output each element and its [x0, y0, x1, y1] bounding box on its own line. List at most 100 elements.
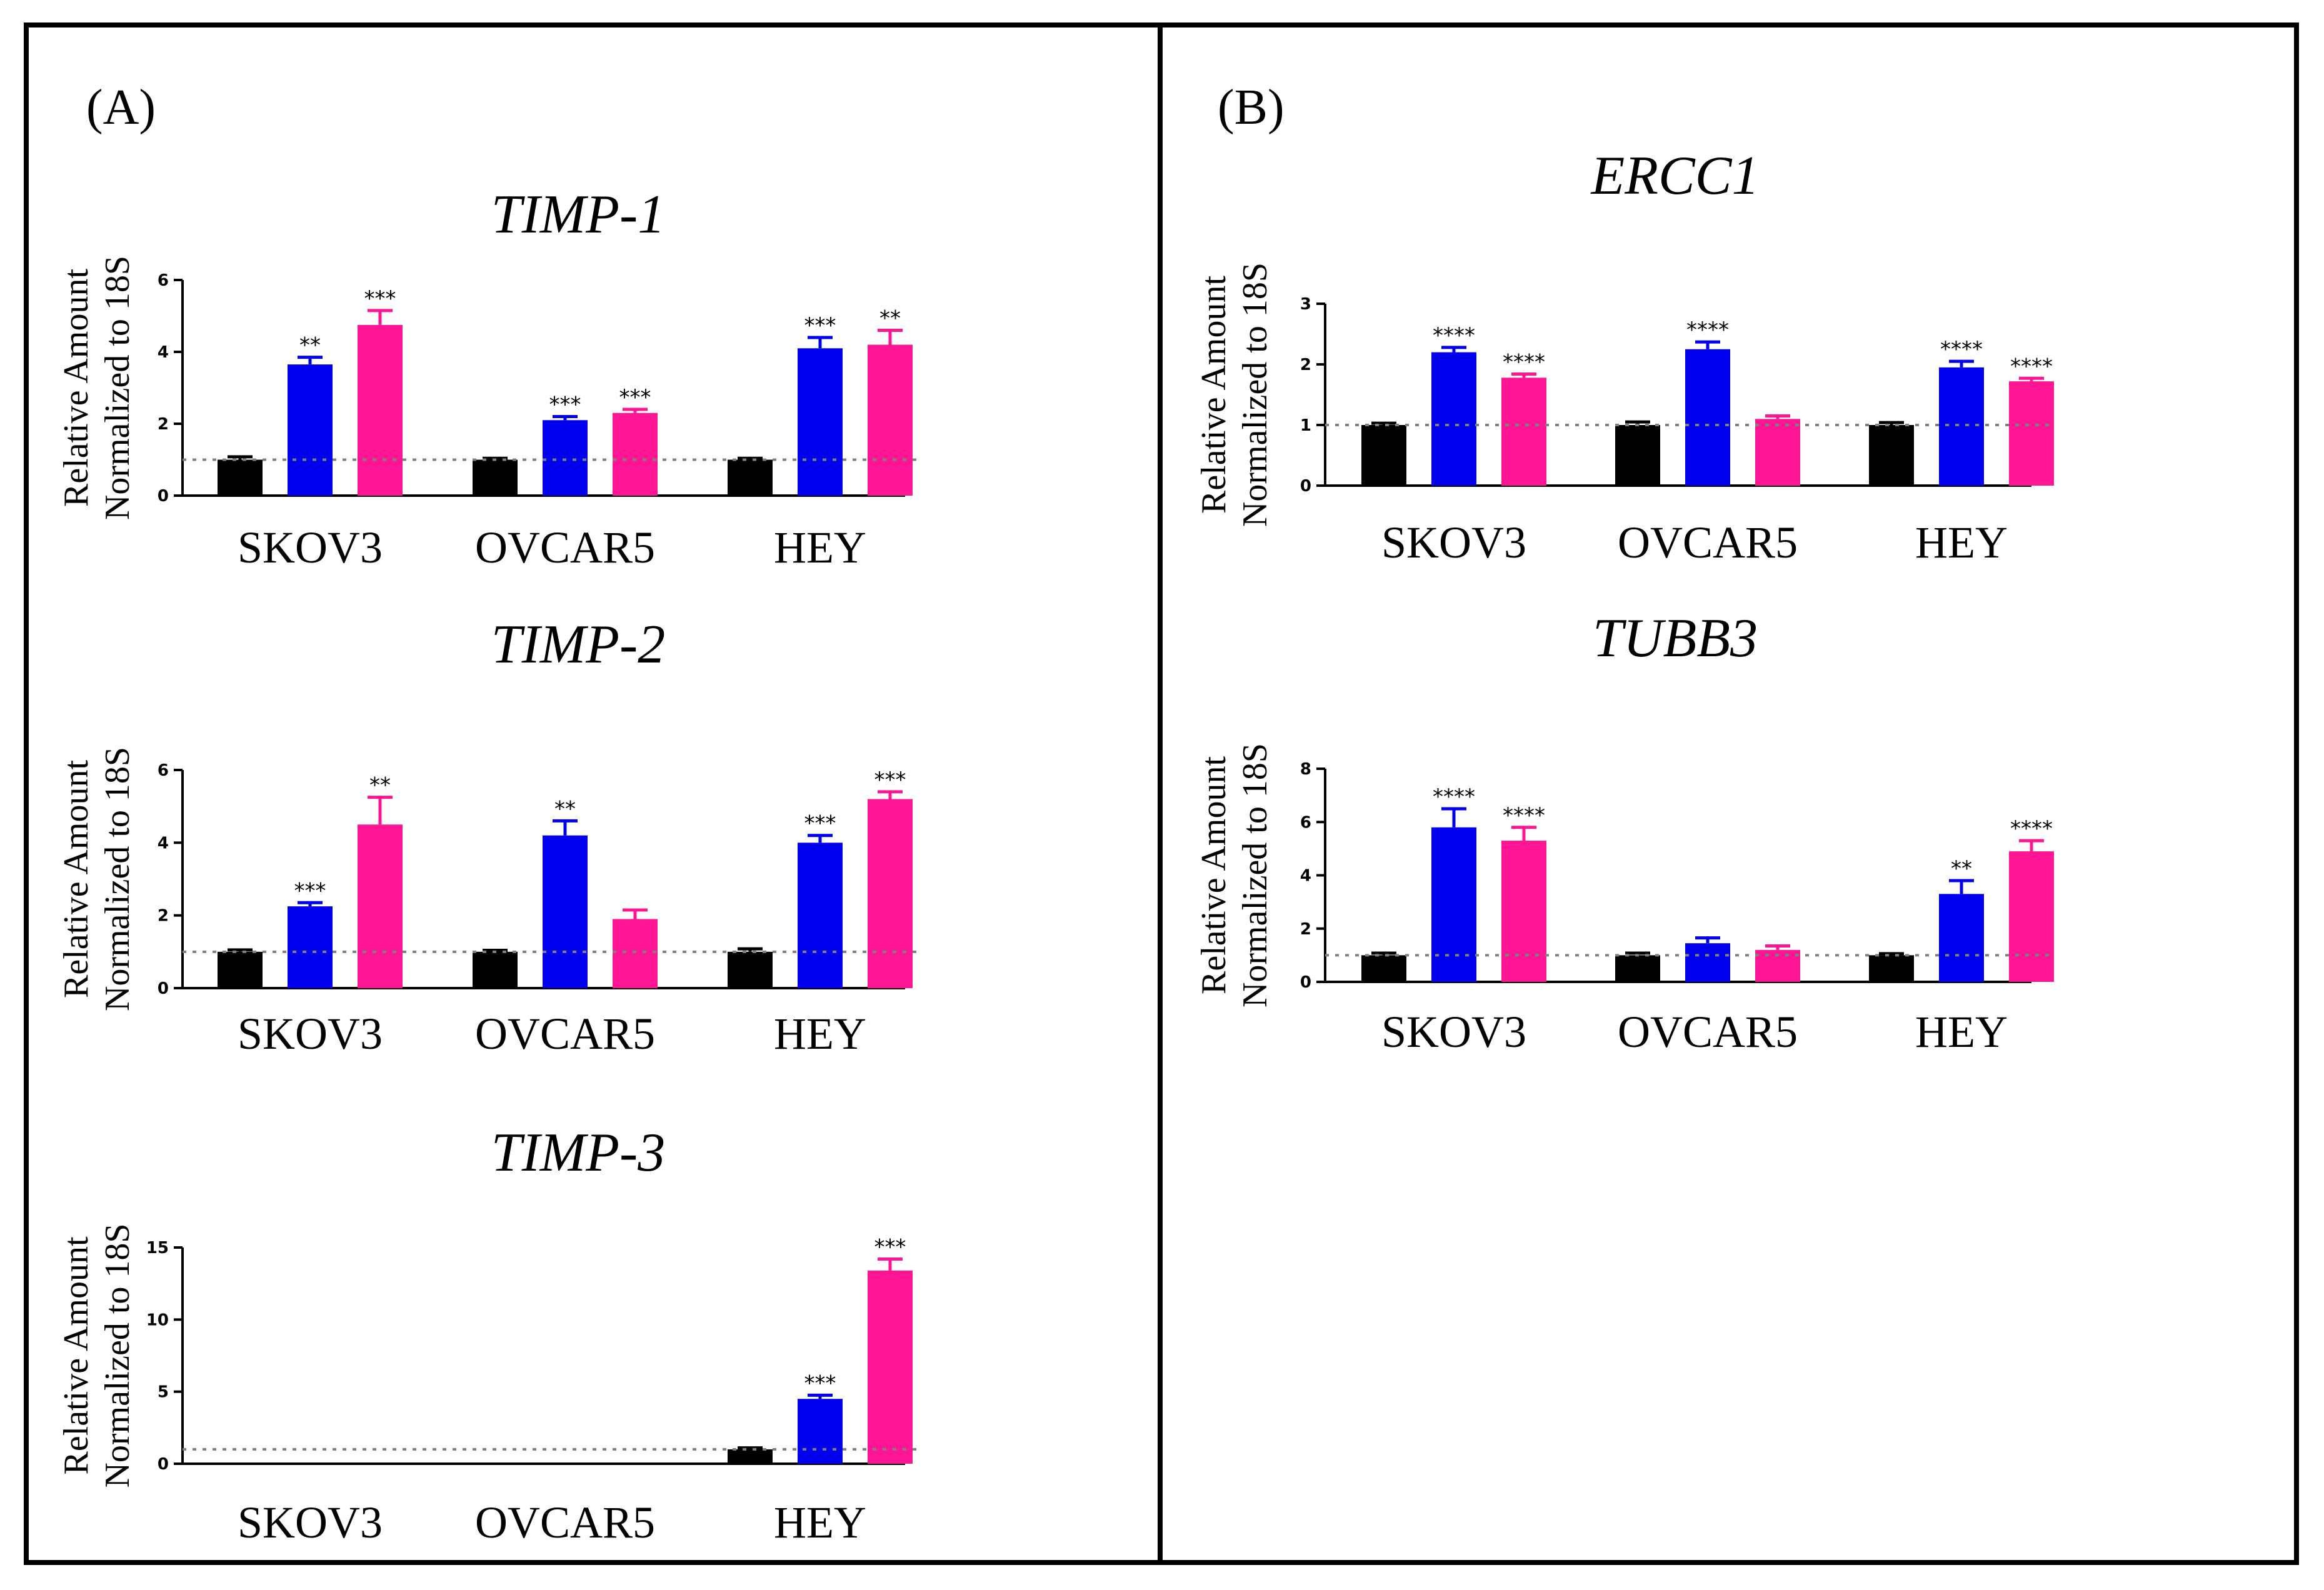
significance-label: ****: [2010, 354, 2053, 379]
significance-label: ***: [549, 392, 581, 418]
bar-hey-blue: [1939, 894, 1984, 982]
bar-ovcar5-control: [473, 459, 518, 496]
y-tick-label: 4: [158, 834, 169, 852]
significance-label: ***: [874, 1234, 906, 1259]
bar-skov3-control: [218, 951, 263, 988]
y-tick-label: 4: [1300, 867, 1311, 886]
significance-label: ****: [1686, 318, 1729, 342]
chart-title: TIMP-1: [491, 184, 666, 245]
x-category-label: OVCAR5: [475, 522, 655, 572]
bar-hey-blue: [798, 842, 843, 988]
significance-label: ****: [1940, 337, 1983, 362]
chart-timp-1: TIMP-1 Relative Amount Normalized to 18S 0 2…: [57, 184, 923, 572]
y-axis-label-line1: Relative Amount: [57, 1236, 96, 1475]
significance-label: **: [369, 773, 391, 798]
significance-label: ***: [804, 1371, 836, 1396]
bar-skov3-control: [218, 459, 263, 496]
bar-skov3-blue: [1431, 827, 1476, 982]
chart-title: TUBB3: [1593, 608, 1758, 669]
significance-label: ***: [294, 878, 326, 903]
x-category-label: SKOV3: [1381, 518, 1526, 568]
bar-ovcar5-blue: [1685, 943, 1730, 982]
panel-b-border: [1158, 22, 2299, 1565]
y-tick-label: 1: [1300, 416, 1311, 435]
x-category-label: HEY: [774, 1009, 866, 1059]
y-tick-label: 0: [158, 979, 169, 998]
y-tick-label: 10: [146, 1311, 169, 1329]
y-tick-label: 2: [1300, 920, 1311, 939]
bar-skov3-pink: [358, 324, 403, 496]
x-category-label: HEY: [774, 522, 866, 572]
y-axis-label-line1: Relative Amount: [1195, 276, 1233, 514]
y-axis-label-line2: Normalized to 18S: [1236, 743, 1275, 1008]
x-category-label: HEY: [774, 1498, 866, 1548]
bar-ovcar5-control: [1615, 955, 1660, 982]
y-tick-label: 2: [1300, 356, 1311, 374]
bar-hey-blue: [798, 348, 843, 496]
panel-b-label: (B): [1218, 80, 1285, 135]
bar-skov3-pink: [1501, 378, 1546, 486]
significance-label: ****: [2010, 816, 2053, 841]
significance-label: ***: [874, 768, 906, 792]
bar-hey-control: [1869, 425, 1914, 486]
x-category-label: OVCAR5: [475, 1498, 655, 1548]
y-tick-label: 6: [1300, 813, 1311, 832]
chart-ercc1: ERCC1 Relative Amount Normalized to 18S 0 1 2…: [1195, 146, 2054, 568]
y-tick-label: 6: [158, 271, 169, 290]
bar-ovcar5-pink: [1755, 419, 1800, 486]
x-category-label: OVCAR5: [1618, 518, 1798, 568]
chart-timp-3: TIMP-3 Relative Amount Normalized to 18S 0 5…: [57, 1122, 923, 1548]
bar-hey-control: [728, 951, 773, 988]
y-axis-label-line2: Normalized to 18S: [1236, 262, 1275, 527]
bar-ovcar5-blue: [543, 835, 588, 988]
chart-title: ERCC1: [1590, 146, 1760, 206]
x-category-label: OVCAR5: [475, 1009, 655, 1059]
chart-timp-2: TIMP-2 Relative Amount Normalized to 18S 0 2…: [57, 614, 923, 1059]
y-tick-label: 0: [1300, 973, 1311, 992]
y-tick-label: 3: [1300, 295, 1311, 314]
bar-hey-pink: [868, 799, 913, 988]
y-tick-label: 0: [1300, 477, 1311, 496]
bar-skov3-pink: [1501, 841, 1546, 982]
x-category-label: OVCAR5: [1618, 1007, 1798, 1057]
significance-label: **: [299, 333, 321, 358]
x-category-label: HEY: [1915, 518, 2008, 568]
bar-ovcar5-pink: [613, 919, 658, 988]
y-tick-label: 0: [158, 1455, 169, 1474]
significance-label: ***: [364, 286, 396, 311]
y-axis-label-line2: Normalized to 18S: [98, 1223, 137, 1488]
x-category-label: SKOV3: [238, 1498, 383, 1548]
bar-skov3-blue: [288, 364, 333, 496]
bar-hey-control: [728, 1449, 773, 1464]
x-category-label: HEY: [1915, 1007, 2008, 1057]
bar-skov3-control: [1361, 425, 1406, 486]
chart-title: TIMP-2: [491, 614, 666, 675]
bar-ovcar5-blue: [1685, 349, 1730, 486]
significance-label: ****: [1503, 350, 1545, 375]
bar-hey-control: [728, 459, 773, 496]
significance-label: ***: [804, 313, 836, 338]
significance-label: ****: [1503, 803, 1545, 828]
panel-a-border: [24, 22, 1163, 1565]
y-tick-label: 4: [158, 343, 169, 362]
x-category-label: SKOV3: [1381, 1007, 1526, 1057]
x-category-label: SKOV3: [238, 1009, 383, 1059]
y-tick-label: 2: [158, 415, 169, 434]
y-tick-label: 15: [146, 1239, 169, 1258]
y-axis-label-line1: Relative Amount: [57, 269, 96, 508]
bar-hey-pink: [2009, 381, 2054, 486]
significance-label: ***: [804, 811, 836, 836]
y-axis-label-line1: Relative Amount: [1195, 756, 1233, 995]
bar-hey-pink: [868, 344, 913, 496]
bar-hey-pink: [868, 1270, 913, 1464]
bar-ovcar5-control: [473, 951, 518, 988]
y-axis-label-line1: Relative Amount: [57, 760, 96, 999]
bar-hey-blue: [1939, 367, 1984, 486]
chart-tubb3: TUBB3 Relative Amount Normalized to 18S 0 2 4…: [1195, 608, 2054, 1057]
bar-skov3-pink: [358, 824, 403, 988]
bar-ovcar5-blue: [543, 420, 588, 496]
bar-hey-blue: [798, 1399, 843, 1464]
y-tick-label: 5: [158, 1383, 169, 1402]
